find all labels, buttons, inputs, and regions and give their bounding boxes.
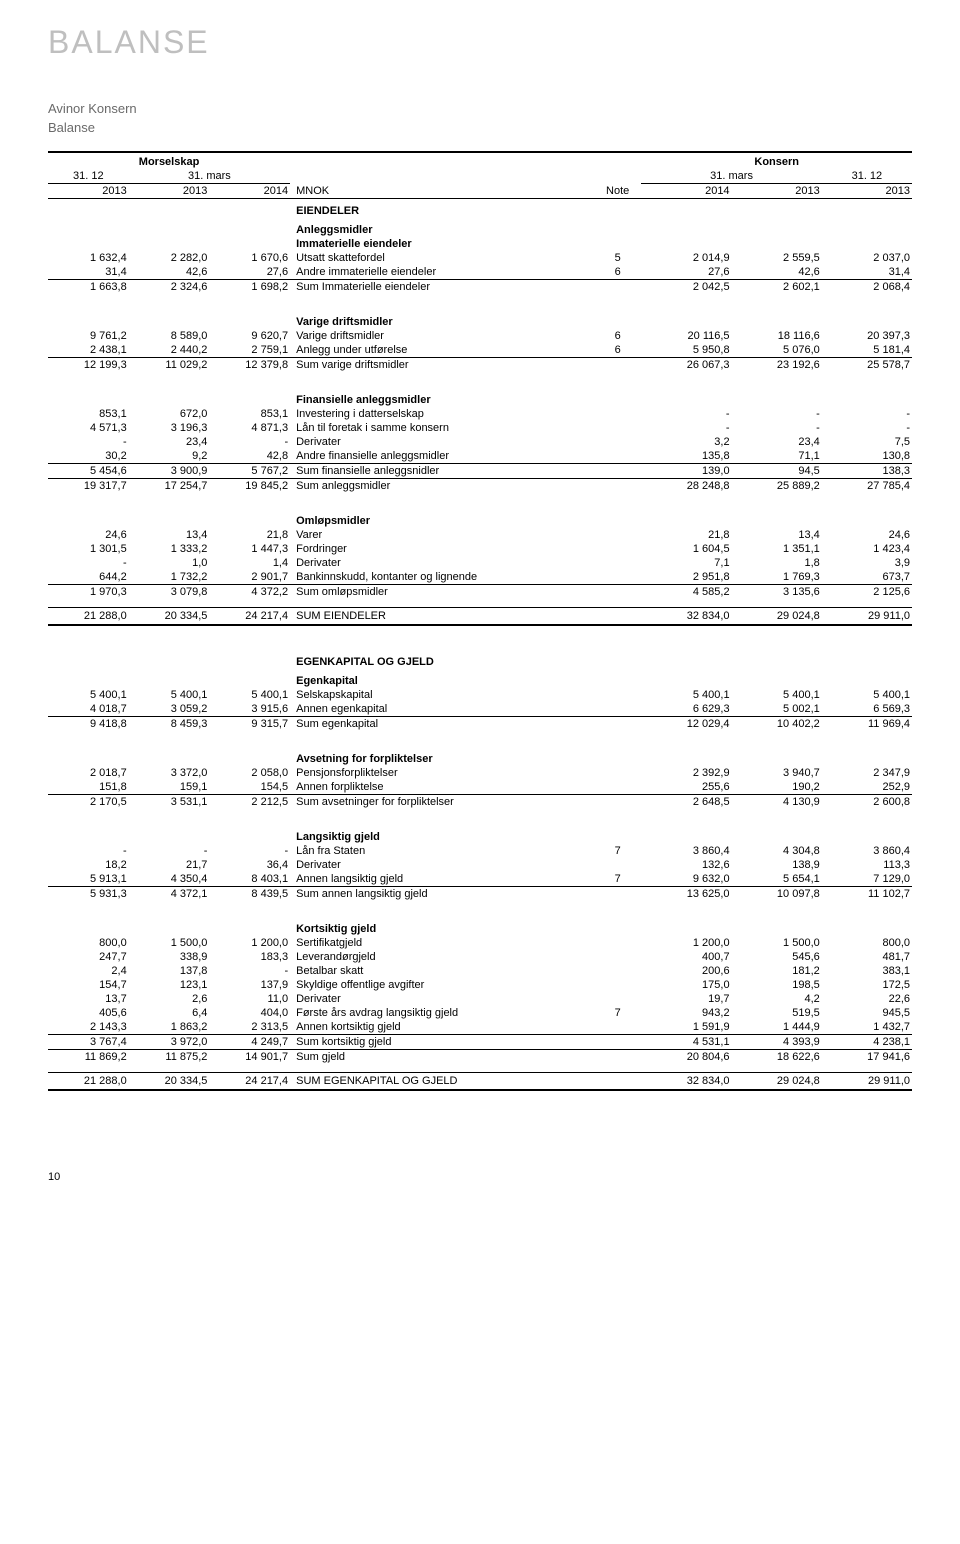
table-row xyxy=(48,817,912,825)
table-row: 5 931,34 372,18 439,5Sum annen langsikti… xyxy=(48,887,912,902)
table-row xyxy=(48,493,912,501)
table-row xyxy=(48,739,912,747)
table-row xyxy=(48,901,912,909)
table-row: 19 317,717 254,719 845,2Sum anleggsmidle… xyxy=(48,479,912,494)
table-row: 3 767,43 972,04 249,7Sum kortsiktig gjel… xyxy=(48,1035,912,1050)
table-row: Finansielle anleggsmidler xyxy=(48,388,912,407)
table-row: 5 454,63 900,95 767,2Sum finansielle anl… xyxy=(48,464,912,479)
table-row: Varige driftsmidler xyxy=(48,310,912,329)
table-row: 800,01 500,01 200,0Sertifikatgjeld1 200,… xyxy=(48,936,912,950)
table-row: 2 143,31 863,22 313,5Annen kortsiktig gj… xyxy=(48,1020,912,1035)
table-row: Anleggsmidler xyxy=(48,218,912,237)
table-row: -1,01,4Derivater7,11,83,9 xyxy=(48,556,912,570)
table-row xyxy=(48,302,912,310)
table-row xyxy=(48,809,912,817)
table-row: Avsetning for forpliktelser xyxy=(48,747,912,766)
table-row: Omløpsmidler xyxy=(48,509,912,528)
table-row: 11 869,211 875,214 901,7Sum gjeld20 804,… xyxy=(48,1050,912,1065)
table-row: 13,72,611,0Derivater19,74,222,6 xyxy=(48,992,912,1006)
table-row xyxy=(48,625,912,634)
table-row xyxy=(48,642,912,650)
table-row xyxy=(48,501,912,509)
table-row xyxy=(48,731,912,739)
table-row: 31,442,627,6Andre immaterielle eiendeler… xyxy=(48,265,912,280)
table-row: ---Lån fra Staten73 860,44 304,83 860,4 xyxy=(48,844,912,858)
table-row: 2 438,12 440,22 759,1Anlegg under utføre… xyxy=(48,343,912,358)
table-row xyxy=(48,1064,912,1073)
table-row: 1 301,51 333,21 447,3Fordringer1 604,51 … xyxy=(48,542,912,556)
table-row xyxy=(48,372,912,380)
page-title: BALANSE xyxy=(48,24,912,61)
table-row: Egenkapital xyxy=(48,669,912,688)
table-row: 4 571,33 196,34 871,3Lån til foretak i s… xyxy=(48,421,912,435)
table-row: 247,7338,9183,3Leverandørgjeld400,7545,6… xyxy=(48,950,912,964)
table-row: 24,613,421,8Varer21,813,424,6 xyxy=(48,528,912,542)
table-row xyxy=(48,599,912,608)
table-row: 21 288,020 334,524 217,4SUM EIENDELER32 … xyxy=(48,608,912,626)
table-row: 12 199,311 029,212 379,8Sum varige drift… xyxy=(48,358,912,373)
table-row: 18,221,736,4Derivater132,6138,9113,3 xyxy=(48,858,912,872)
table-row: 9 418,88 459,39 315,7Sum egenkapital12 0… xyxy=(48,717,912,732)
table-row: EIENDELER xyxy=(48,199,912,219)
table-row xyxy=(48,380,912,388)
table-row: EGENKAPITAL OG GJELD xyxy=(48,650,912,669)
table-row xyxy=(48,634,912,642)
table-row xyxy=(48,294,912,302)
table-row: MorselskapKonsern xyxy=(48,155,912,169)
table-row: 154,7123,1137,9Skyldige offentlige avgif… xyxy=(48,978,912,992)
table-row xyxy=(48,909,912,917)
table-row: 5 913,14 350,48 403,1Annen langsiktig gj… xyxy=(48,872,912,887)
table-row: 853,1672,0853,1Investering i datterselsk… xyxy=(48,407,912,421)
table-row: -23,4-Derivater3,223,47,5 xyxy=(48,435,912,449)
table-row: Langsiktig gjeld xyxy=(48,825,912,844)
table-row: 644,21 732,22 901,7Bankinnskudd, kontant… xyxy=(48,570,912,585)
page-number: 10 xyxy=(48,1171,912,1183)
table-row: 2,4137,8-Betalbar skatt200,6181,2383,1 xyxy=(48,964,912,978)
company-name: Avinor Konsern xyxy=(48,101,912,116)
table-row: 1 663,82 324,61 698,2Sum Immaterielle ei… xyxy=(48,280,912,295)
table-row: Immaterielle eiendeler xyxy=(48,237,912,251)
table-row: 151,8159,1154,5Annen forpliktelse255,619… xyxy=(48,780,912,795)
table-row: 31. 1231. mars31. mars31. 12 xyxy=(48,169,912,184)
table-row: 2 170,53 531,12 212,5Sum avsetninger for… xyxy=(48,795,912,810)
table-row: 5 400,15 400,15 400,1Selskapskapital5 40… xyxy=(48,688,912,702)
report-name: Balanse xyxy=(48,120,912,135)
table-row: 201320132014MNOKNote201420132013 xyxy=(48,184,912,199)
table-row: 9 761,28 589,09 620,7Varige driftsmidler… xyxy=(48,329,912,343)
table-row: Kortsiktig gjeld xyxy=(48,917,912,936)
table-row: 2 018,73 372,02 058,0Pensjonsforpliktels… xyxy=(48,766,912,780)
balance-table: MorselskapKonsern31. 1231. mars31. mars3… xyxy=(48,151,912,1091)
table-row: 1 632,42 282,01 670,6Utsatt skattefordel… xyxy=(48,251,912,265)
table-row: 21 288,020 334,524 217,4SUM EGENKAPITAL … xyxy=(48,1073,912,1091)
table-row: 4 018,73 059,23 915,6Annen egenkapital6 … xyxy=(48,702,912,717)
table-row: 1 970,33 079,84 372,2Sum omløpsmidler4 5… xyxy=(48,585,912,600)
table-row: 30,29,242,8Andre finansielle anleggsmidl… xyxy=(48,449,912,464)
table-row: 405,66,4404,0Første års avdrag langsikti… xyxy=(48,1006,912,1020)
